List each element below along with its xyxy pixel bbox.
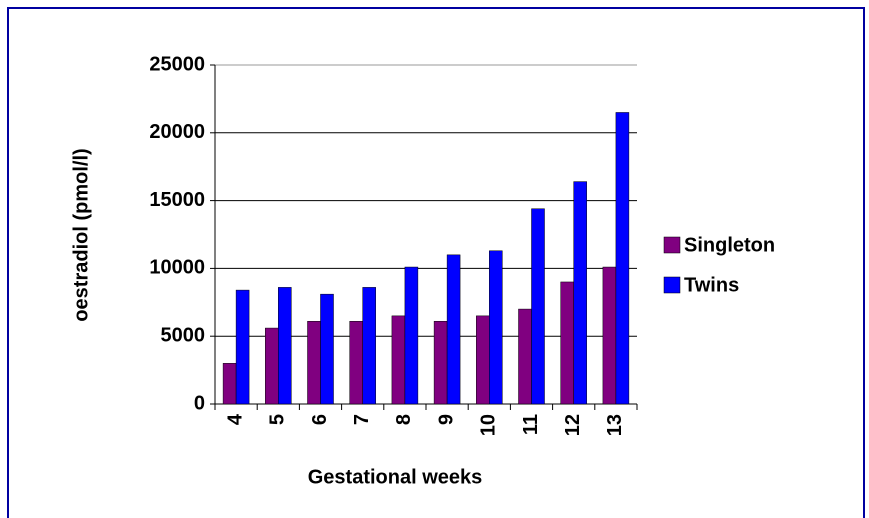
x-tick-label: 13	[604, 414, 626, 436]
legend-swatch	[663, 276, 681, 294]
bar	[320, 293, 334, 405]
y-tick-label: 5000	[161, 324, 206, 346]
bar	[489, 250, 503, 405]
bar	[518, 308, 532, 405]
bar	[362, 287, 376, 405]
bar	[349, 321, 363, 405]
y-tick-label: 0	[194, 392, 205, 414]
bar	[531, 208, 545, 405]
bar	[615, 112, 630, 405]
bar	[265, 327, 279, 405]
x-axis-label: Gestational weeks	[308, 466, 483, 488]
frame	[7, 7, 865, 518]
bar	[278, 287, 292, 405]
bar	[391, 315, 406, 405]
x-tick-label: 8	[393, 414, 415, 425]
bar	[446, 254, 461, 405]
bar	[307, 321, 321, 405]
x-tick-label: 9	[435, 414, 457, 425]
bar	[573, 181, 587, 405]
bar	[476, 315, 490, 405]
bar	[222, 363, 237, 405]
bar	[404, 266, 419, 405]
y-axis-label: oestradiol (pmol/l)	[70, 148, 92, 321]
x-tick-label: 4	[224, 413, 246, 425]
x-tick-label: 12	[562, 414, 584, 436]
bar	[235, 289, 250, 405]
y-tick-label: 25000	[149, 53, 205, 75]
bar	[560, 281, 574, 405]
x-tick-label: 10	[478, 414, 500, 436]
y-tick-label: 10000	[149, 257, 205, 279]
bar	[433, 321, 448, 405]
legend-label: Twins	[684, 274, 739, 296]
y-tick-label: 15000	[149, 189, 205, 211]
legend-label: Singleton	[684, 234, 775, 256]
bar	[602, 266, 617, 405]
y-tick-label: 20000	[149, 121, 205, 143]
x-tick-label: 5	[267, 414, 289, 425]
x-tick-label: 7	[351, 414, 373, 425]
legend-swatch	[663, 236, 681, 254]
x-tick-label: 6	[309, 414, 331, 425]
x-tick-label: 11	[520, 414, 542, 435]
